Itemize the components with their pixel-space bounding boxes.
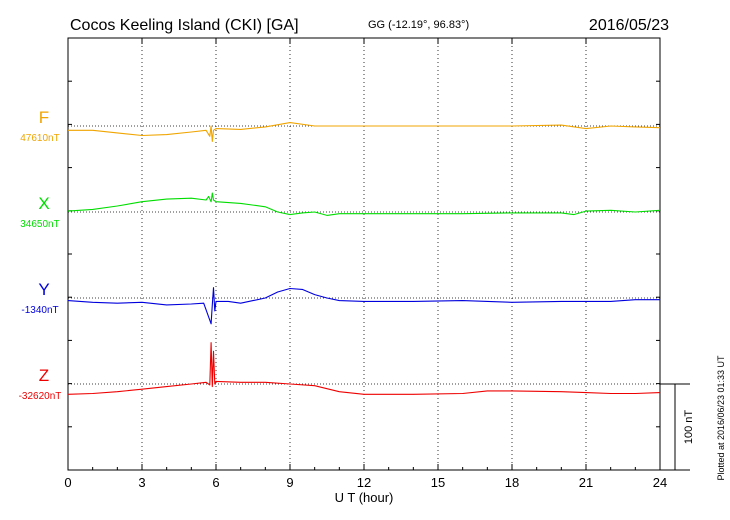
chart-date: 2016/05/23 — [589, 17, 669, 34]
series-baselines — [68, 125, 690, 385]
series-label-x: X — [38, 194, 49, 213]
x-axis-tick-labels: 0 3 6 9 12 15 18 21 24 — [64, 475, 667, 490]
x-tick-label-12: 12 — [357, 475, 371, 490]
vertical-gridlines — [141, 38, 587, 470]
scale-bar-label: 100 nT — [683, 410, 695, 445]
series-baseline-value-z: -32620nT — [19, 391, 62, 402]
scale-bar: 100 nT — [660, 383, 695, 471]
x-tick-label-0: 0 — [64, 475, 71, 490]
series-labels: F 47610nT X 34650nT Y -1340nT Z -32620nT — [19, 108, 62, 402]
series-label-y: Y — [38, 280, 49, 299]
series-baseline-value-f: 47610nT — [20, 133, 59, 144]
x-tick-label-15: 15 — [431, 475, 445, 490]
series-line-z — [67, 342, 661, 395]
series-label-f: F — [39, 108, 49, 127]
series-lines — [67, 122, 661, 395]
x-tick-label-24: 24 — [653, 475, 667, 490]
x-tick-label-6: 6 — [212, 475, 219, 490]
x-tick-label-9: 9 — [286, 475, 293, 490]
series-baseline-value-y: -1340nT — [21, 305, 58, 316]
series-label-z: Z — [39, 366, 49, 385]
x-axis-ticks — [67, 37, 661, 471]
series-baseline-value-x: 34650nT — [20, 219, 59, 230]
x-tick-label-18: 18 — [505, 475, 519, 490]
series-line-f — [68, 122, 661, 143]
x-tick-label-21: 21 — [579, 475, 593, 490]
station-coords: GG (-12.19°, 96.83°) — [368, 19, 469, 31]
station-title: Cocos Keeling Island (CKI) [GA] — [70, 17, 299, 34]
plotted-at-note: Plotted at 2016/06/23 01:33 UT — [716, 355, 726, 481]
x-tick-label-3: 3 — [138, 475, 145, 490]
x-axis-label: U T (hour) — [335, 490, 394, 505]
series-line-y — [67, 287, 660, 325]
series-line-x — [67, 192, 661, 216]
